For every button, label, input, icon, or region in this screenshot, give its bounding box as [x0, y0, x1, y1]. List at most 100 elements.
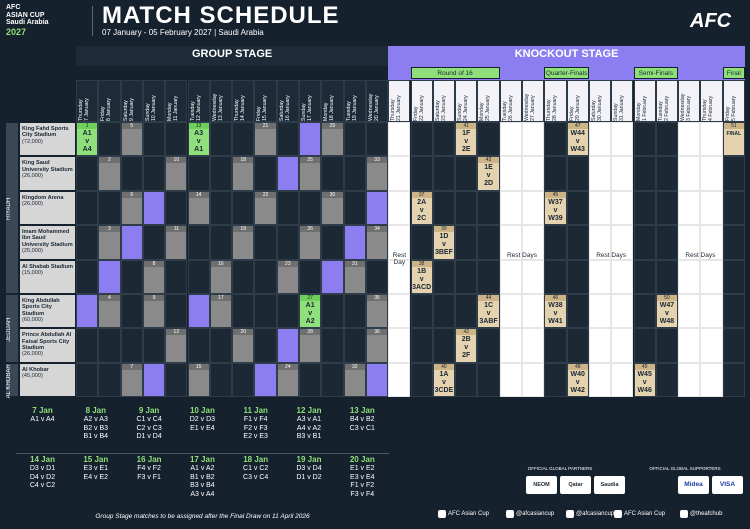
match-number: 6	[121, 191, 142, 198]
grid-cell	[120, 328, 143, 363]
grid-cell	[499, 190, 522, 226]
social-handle: @afcasiancup	[576, 511, 615, 517]
day-header: Wednesday 20 January	[365, 80, 389, 122]
social-icon	[438, 510, 446, 518]
partner-logo: NEOM	[526, 476, 557, 494]
match-number: 32	[344, 363, 365, 370]
supporter-logo: VISA	[712, 476, 743, 494]
grid-cell	[700, 156, 723, 191]
grid-cell	[76, 190, 99, 226]
match-number: 37	[411, 191, 432, 198]
match-cell: 47 W44 v W43	[567, 123, 588, 156]
day-label: Monday 11 January	[167, 83, 186, 121]
match-cell: 21	[255, 123, 276, 156]
brand: AFC ASIAN CUP Saudi Arabia 2027	[6, 4, 76, 37]
match-number: 31	[344, 260, 365, 267]
day-label: Saturday 23 January	[435, 83, 454, 121]
grid-cell	[499, 259, 522, 294]
match-cell: 48 W40 v W42	[567, 363, 588, 397]
date: 18 January	[329, 95, 336, 121]
match-number: 4	[99, 295, 120, 301]
team-line: v	[441, 378, 446, 386]
team-line: A1	[82, 130, 92, 137]
date: 3 February	[685, 95, 692, 121]
grid-cell	[254, 225, 277, 260]
grid-cell	[410, 225, 433, 260]
match-cell: 34	[366, 226, 388, 259]
grid-cell	[499, 294, 522, 329]
day-header: Friday 5 February	[722, 80, 745, 122]
grid-cell	[655, 259, 679, 294]
match-number: 7	[121, 363, 142, 370]
grid-cell	[588, 190, 612, 226]
grid-cell	[455, 225, 478, 260]
grid-cell	[209, 156, 233, 191]
team-line: 2F	[462, 352, 471, 360]
date: 5 February	[730, 95, 737, 121]
grid-cell	[611, 190, 634, 226]
date: 27 January	[529, 95, 536, 121]
match-cell: 46 W38 v W41	[545, 295, 566, 328]
grid-cell	[522, 225, 545, 260]
team-line: v	[486, 172, 491, 180]
day-header: Thursday 14 January	[232, 80, 255, 122]
grid-cell	[566, 190, 589, 226]
grid-cell	[343, 328, 366, 363]
grid-cell	[432, 190, 456, 226]
grid-cell	[455, 259, 478, 294]
team-line: 1A	[439, 370, 449, 378]
grid-cell	[477, 362, 500, 398]
social-handle: @theafchub	[690, 511, 723, 517]
match-cell: 23	[277, 260, 298, 293]
grid-cell	[232, 362, 255, 398]
grid-cell	[321, 294, 344, 329]
fixture-game: D2 v D3	[189, 416, 216, 423]
grid-cell	[655, 190, 679, 226]
match-cell: 39 1D v 3BEF	[433, 226, 455, 259]
match-number: 30	[322, 191, 343, 198]
grid-cell	[522, 294, 545, 329]
match-teams: 2B v 2F	[456, 336, 476, 360]
match-number: 25	[300, 157, 321, 164]
fixture-game: D1 v D2	[296, 473, 322, 481]
grid-cell	[187, 156, 210, 191]
fixture-game: F1 v F4	[243, 416, 268, 423]
team-line: v	[464, 138, 469, 145]
grid-cell	[321, 328, 344, 363]
match-cell: 30	[322, 191, 343, 225]
team-line: 3ABF	[479, 318, 498, 325]
grid-cell	[522, 190, 545, 226]
match-number: 33	[366, 157, 388, 164]
rest-label: Rest Days	[506, 251, 537, 259]
venue-capacity: (26,000)	[22, 201, 43, 208]
match-cell: 12	[166, 329, 187, 362]
day-header: Wednesday 13 January	[209, 80, 233, 122]
day-label: Sunday 31 January	[613, 83, 632, 121]
grid-cell	[187, 328, 210, 363]
team-line: 2A	[417, 198, 427, 206]
grid-cell	[455, 294, 478, 329]
grid-cell	[410, 122, 433, 157]
venue-cell: King Abdullah Sports City Stadium (60,000…	[19, 294, 76, 329]
day-header: Tuesday 26 January	[499, 80, 522, 122]
fixture-game: E4 v E2	[83, 473, 109, 481]
day-label: Wednesday 3 February	[680, 83, 699, 121]
day-label: Tuesday 12 January	[190, 83, 209, 121]
match-cell: 49 W45 v W46	[634, 363, 655, 397]
team-line: W39	[548, 214, 563, 222]
grid-cell	[477, 225, 500, 260]
grid-cell	[700, 190, 723, 226]
match-cell: 5	[121, 123, 142, 156]
fixture-game: F1 v F2	[350, 482, 375, 489]
date: 22 January	[418, 95, 425, 121]
match-cell: 13 A3 v A1	[188, 123, 209, 156]
fixture-date: 11 Jan	[243, 406, 268, 415]
team-line: A1	[194, 146, 204, 153]
round-label: Quarter-Finals	[544, 67, 589, 79]
grid-cell	[588, 294, 612, 329]
day-header: Wednesday 3 February	[678, 80, 701, 122]
venue-cell: Al Khobar (45,000)	[19, 362, 76, 398]
grid-cell	[388, 328, 411, 363]
grid-cell	[365, 362, 389, 398]
match-number: 17	[210, 295, 232, 301]
